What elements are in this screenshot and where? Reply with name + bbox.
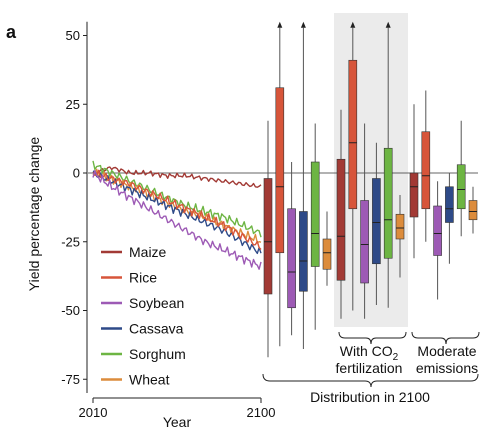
legend-label-cassava: Cassava	[129, 321, 184, 337]
distribution-bracket	[262, 373, 479, 388]
whisker-arrow-sorghum-g2	[385, 21, 391, 28]
y-tick-label: 0	[73, 166, 80, 181]
box-rice-g2	[348, 59, 358, 210]
box-sorghum-g3	[456, 164, 466, 210]
co2-group-label-line2: fertilization	[336, 360, 403, 376]
time-series-lines	[92, 160, 262, 270]
series-line-maize	[92, 166, 262, 188]
series-line-sorghum	[92, 160, 262, 238]
whisker-arrow-rice-g2	[350, 21, 356, 28]
box-wheat-g3	[468, 200, 478, 221]
whisker-arrow-cassava-g1	[300, 21, 306, 28]
x-tick-label-end: 2100	[247, 405, 276, 420]
legend-label-soybean: Soybean	[129, 295, 184, 311]
box-maize-g3	[409, 172, 419, 218]
distribution-label: Distribution in 2100	[310, 389, 430, 405]
box-maize-g1	[263, 178, 273, 295]
moderate-group-label: Moderate	[417, 343, 476, 359]
panel-label: a	[6, 22, 17, 42]
box-wheat-g1	[322, 238, 332, 270]
series-line-rice	[92, 169, 262, 250]
moderate-group-label-line2: emissions	[416, 360, 478, 376]
y-tick-label: -25	[61, 234, 80, 249]
box-cassava-g2	[372, 178, 381, 265]
legend: Maize Rice Soybean Cassava Sorghum Wheat	[101, 244, 186, 388]
box-soybean-g1	[287, 208, 296, 309]
whisker-arrow-rice-g1	[277, 21, 283, 28]
y-tick-label: 25	[66, 97, 80, 112]
box-sorghum-g1	[310, 161, 320, 267]
box-plots-2100	[263, 21, 478, 358]
box-sorghum-g2	[383, 147, 393, 259]
box-cassava-g1	[299, 211, 308, 292]
y-tick-label: -75	[61, 372, 80, 387]
y-tick-label: -50	[61, 303, 80, 318]
co2-shaded-region	[334, 13, 408, 327]
legend-label-sorghum: Sorghum	[129, 346, 186, 362]
y-ticks: 50 25 0 -25 -50 -75	[61, 28, 87, 387]
box-wheat-g2	[395, 213, 405, 240]
y-axis: 50 25 0 -25 -50 -75	[61, 21, 88, 393]
group-brackets: With CO2 fertilization Moderate emission…	[262, 331, 480, 405]
box-rice-g1	[275, 87, 285, 254]
series-line-soybean	[92, 170, 262, 270]
box-cassava-g3	[445, 186, 454, 223]
co2-label-text: With CO	[340, 343, 393, 359]
box-rice-g3	[421, 131, 431, 210]
legend-label-maize: Maize	[129, 244, 167, 260]
y-axis-title: Yield percentage change	[26, 137, 42, 292]
co2-subscript: 2	[393, 352, 399, 363]
moderate-group-bracket	[411, 331, 480, 345]
co2-group-bracket	[338, 331, 407, 345]
legend-label-rice: Rice	[129, 270, 157, 286]
box-maize-g2	[336, 158, 346, 281]
x-axis-title: Year	[163, 414, 192, 430]
legend-label-wheat: Wheat	[129, 372, 170, 388]
box-soybean-g2	[360, 200, 369, 284]
box-soybean-g3	[433, 205, 442, 256]
y-tick-label: 50	[66, 28, 80, 43]
x-axis: 2010 2100	[79, 397, 276, 420]
co2-group-label: With CO2	[340, 343, 399, 363]
x-tick-label-start: 2010	[79, 405, 108, 420]
